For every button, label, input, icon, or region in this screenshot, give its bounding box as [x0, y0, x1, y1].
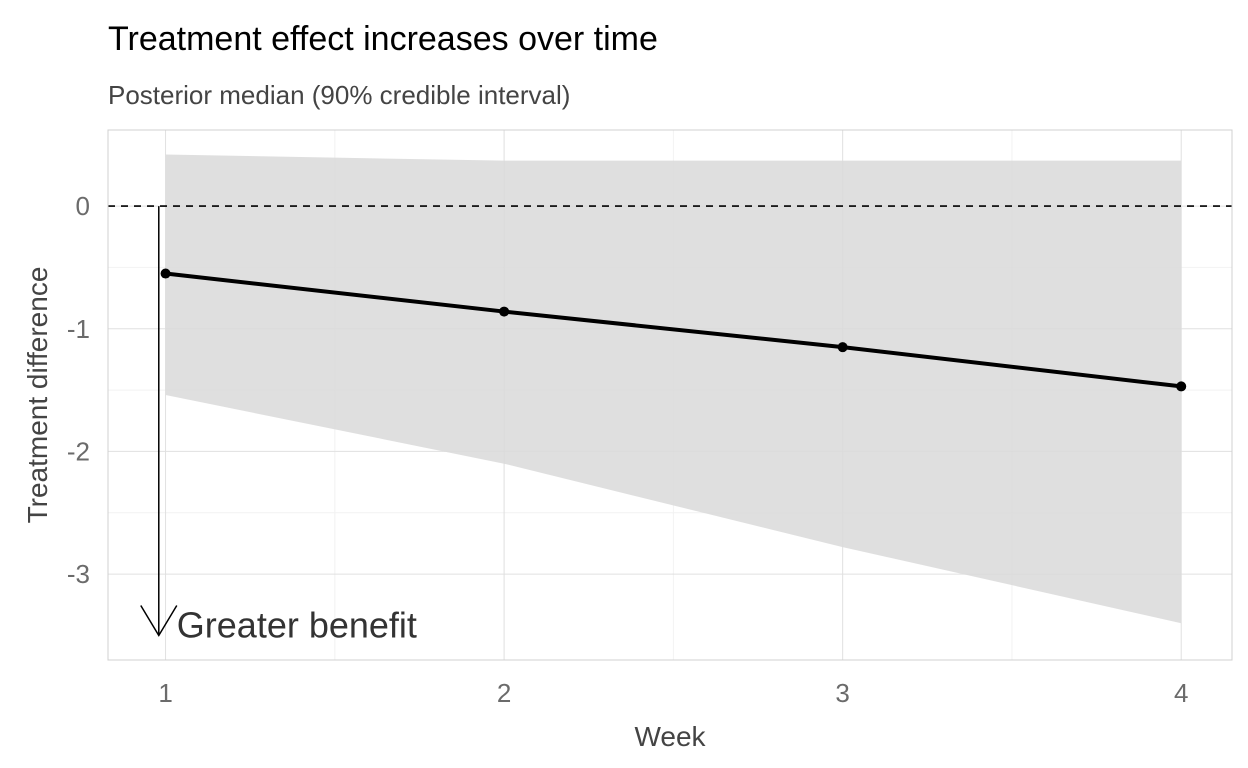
- chart-title: Treatment effect increases over time: [108, 20, 658, 58]
- y-tick-label: 0: [76, 191, 90, 221]
- annotation-layer: Greater benefit: [140, 206, 417, 645]
- y-tick-label: -1: [67, 314, 90, 344]
- panel-border: [107, 129, 1233, 661]
- y-tick-label: -2: [67, 436, 90, 466]
- median-point: [160, 268, 171, 279]
- benefit-arrow-head: [140, 605, 178, 637]
- credible-interval-layer: [165, 154, 1182, 624]
- x-tick-label: 3: [835, 678, 849, 708]
- credible-interval-band: [165, 154, 1182, 624]
- y-tick-label: -3: [67, 559, 90, 589]
- x-tick-label: 4: [1174, 678, 1188, 708]
- median-point: [1176, 381, 1187, 392]
- x-tick-label: 1: [158, 678, 172, 708]
- chart-subtitle: Posterior median (90% credible interval): [108, 80, 571, 110]
- axis-labels-layer: 1 2 3 4 0 -1 -2 -3: [67, 191, 1189, 708]
- benefit-annotation-label: Greater benefit: [177, 604, 417, 645]
- x-tick-label: 2: [497, 678, 511, 708]
- median-point: [837, 342, 848, 353]
- median-line: [165, 271, 1182, 389]
- x-axis-title: Week: [634, 721, 706, 752]
- y-axis-title: Treatment difference: [22, 267, 53, 524]
- median-point: [499, 306, 510, 317]
- median-line-layer: [160, 268, 1187, 392]
